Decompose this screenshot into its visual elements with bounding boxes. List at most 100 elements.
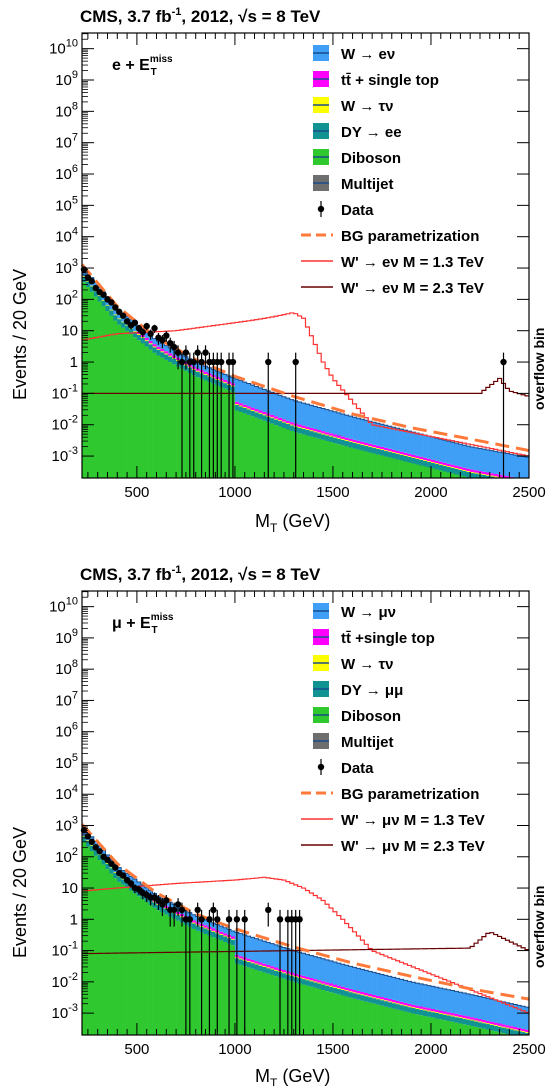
ttbar-bar	[427, 459, 431, 461]
wtau-bar	[168, 356, 172, 357]
w-bar	[435, 987, 439, 1010]
ttbar-bar	[462, 1016, 466, 1018]
legend-label-mj: Multijet	[341, 176, 394, 193]
data-point	[277, 916, 283, 922]
diboson-bar	[192, 929, 196, 1035]
dy-bar	[149, 344, 153, 350]
data-point	[500, 359, 506, 365]
dy-bar	[247, 962, 251, 968]
dy-bar	[470, 1020, 474, 1026]
w-bar	[298, 402, 302, 425]
dy-bar	[349, 442, 353, 448]
diboson-bar	[251, 416, 255, 478]
ttbar-bar	[160, 349, 164, 351]
diboson-bar	[113, 321, 117, 478]
ttbar-bar	[431, 460, 435, 462]
dy-bar	[223, 383, 227, 389]
ttbar-bar	[302, 976, 306, 978]
dy-bar	[482, 1023, 486, 1029]
wtau-bar	[345, 990, 349, 991]
dy-bar	[455, 469, 459, 475]
ttbar-bar	[317, 430, 321, 432]
wtau-bar	[400, 454, 404, 455]
data-point	[108, 299, 114, 305]
data-point	[230, 359, 236, 365]
x-tick-label: 1500	[316, 1041, 349, 1058]
ttbar-bar	[458, 1015, 462, 1017]
w-bar	[337, 413, 341, 436]
dy-bar	[349, 992, 353, 998]
dy-bar	[329, 987, 333, 993]
ttbar-bar	[380, 447, 384, 449]
wtau-bar	[282, 972, 286, 973]
w-bar	[451, 442, 455, 465]
wtau-bar	[266, 967, 270, 968]
w-bar	[353, 967, 357, 990]
diboson-bar	[251, 969, 255, 1035]
wtau-bar	[239, 959, 243, 960]
wtau-bar	[458, 469, 462, 470]
legend-label-db: Diboson	[341, 708, 401, 725]
dy-bar	[435, 464, 439, 470]
ttbar-bar	[341, 437, 345, 439]
y-tick-label: 10-1	[52, 940, 78, 960]
y-tick-label: 109	[55, 69, 78, 89]
w-bar	[341, 414, 345, 437]
diboson-bar	[223, 942, 227, 1035]
wtau-bar	[341, 439, 345, 440]
diboson-bar	[313, 438, 317, 478]
dy-bar	[392, 1003, 396, 1009]
wtau-bar	[317, 432, 321, 433]
data-point	[96, 848, 102, 854]
wtau-bar	[231, 939, 235, 940]
wtau-bar	[411, 1007, 415, 1008]
diboson-bar	[121, 885, 125, 1035]
ttbar-bar	[164, 351, 168, 353]
wtau-bar	[251, 410, 255, 411]
wtau-bar	[439, 464, 443, 465]
ttbar-bar	[255, 409, 259, 411]
dy-bar	[502, 1028, 506, 1034]
w-bar	[380, 974, 384, 997]
w-bar	[255, 386, 259, 409]
wtau-bar	[376, 448, 380, 449]
wtau-bar	[400, 1004, 404, 1005]
w-bar	[455, 443, 459, 466]
dy-bar	[309, 431, 313, 437]
dy-bar	[376, 999, 380, 1005]
wtau-bar	[313, 431, 317, 432]
wtau-bar	[364, 995, 368, 996]
wtau-bar	[494, 1025, 498, 1026]
wtau-bar	[490, 476, 494, 477]
dy-bar	[321, 985, 325, 991]
ttbar-bar	[157, 347, 161, 349]
wtau-bar	[443, 465, 447, 466]
wtau-bar	[313, 981, 317, 982]
diboson-bar	[176, 921, 180, 1035]
ttbar-bar	[447, 1012, 451, 1014]
wtau-bar	[204, 374, 208, 375]
wtau-bar	[356, 993, 360, 994]
w-bar	[419, 434, 423, 457]
diboson-bar	[196, 931, 200, 1035]
diboson-bar	[404, 1012, 408, 1035]
dy-bar	[392, 453, 396, 459]
data-point	[198, 916, 204, 922]
dy-bar	[306, 980, 310, 986]
diboson-bar	[462, 1024, 466, 1035]
diboson-bar	[337, 994, 341, 1035]
legend-label-s23: W' → μν M = 2.3 TeV	[341, 838, 485, 855]
w-bar	[498, 452, 502, 475]
dy-bar	[329, 437, 333, 443]
y-tick-label: 107	[55, 132, 78, 152]
dy-bar	[364, 996, 368, 1002]
w-bar	[458, 444, 462, 467]
data-point	[85, 833, 91, 839]
ttbar-bar	[255, 961, 259, 963]
wtau-bar	[470, 472, 474, 473]
wtau-bar	[466, 1019, 470, 1020]
wtau-bar	[262, 414, 266, 415]
wtau-bar	[447, 466, 451, 467]
w-bar	[458, 992, 462, 1015]
